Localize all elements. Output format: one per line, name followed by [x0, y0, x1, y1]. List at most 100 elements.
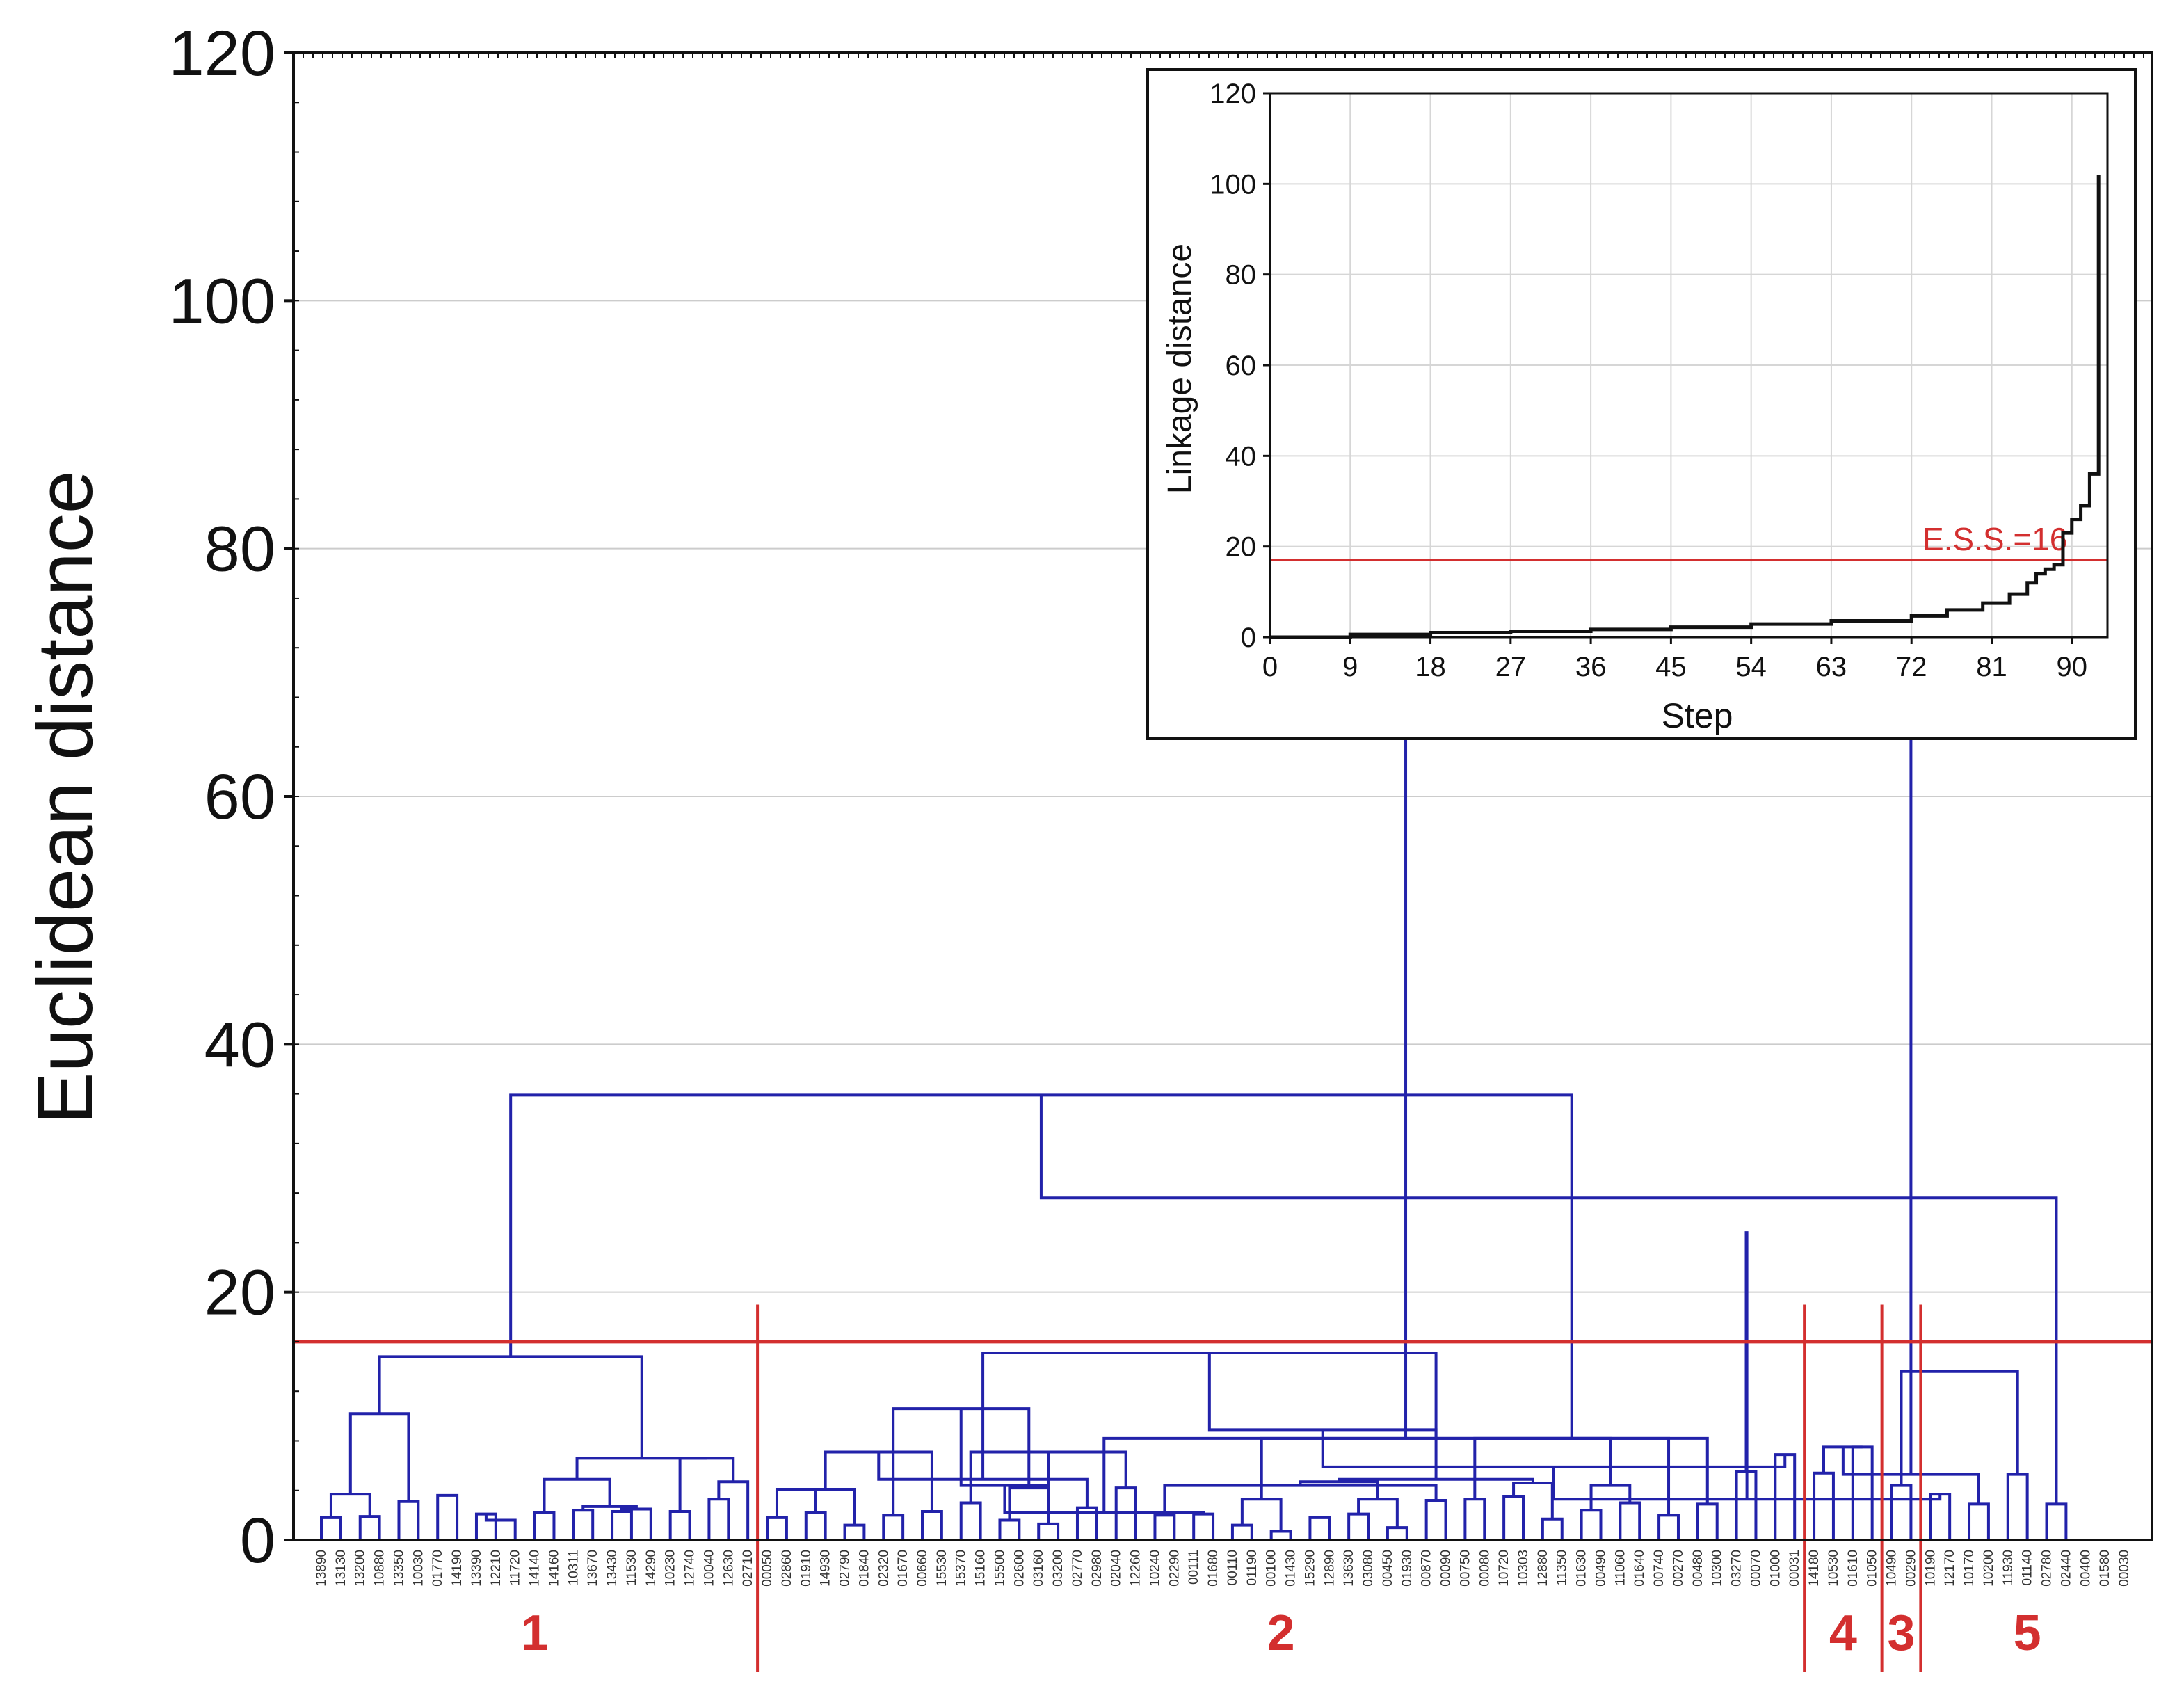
dendrogram-link — [620, 1507, 652, 1540]
dendrogram-link — [1900, 1370, 2019, 1486]
leaf-label: 01140 — [2021, 1550, 2035, 1585]
leaf-label: 02980 — [1090, 1550, 1105, 1587]
leaf-label: 10311 — [566, 1550, 581, 1585]
leaf-label: 10230 — [664, 1550, 678, 1587]
dendrogram-link — [1308, 1516, 1331, 1540]
inset-y-tick-label: 0 — [1241, 623, 1256, 653]
leaf-label: 00031 — [1788, 1550, 1802, 1587]
leaf-label: 00480 — [1691, 1550, 1705, 1587]
leaf-labels: 13890 13130 13200 10880 13350 10030 01770 14190… — [314, 1550, 2132, 1587]
leaf-label: 11350 — [1555, 1550, 1570, 1585]
y-tick-label: 120 — [169, 18, 276, 89]
leaf-label: 14290 — [644, 1550, 659, 1587]
leaf-label: 00270 — [1671, 1550, 1686, 1587]
leaf-label: 10300 — [1710, 1550, 1725, 1587]
leaf-label: 10240 — [1148, 1550, 1162, 1587]
leaf-label: 14180 — [1807, 1550, 1822, 1587]
leaf-label: 01580 — [2098, 1550, 2112, 1587]
dendrogram-link — [1153, 1514, 1176, 1540]
dendrogram-link — [484, 1514, 517, 1540]
leaf-label: 15160 — [974, 1550, 988, 1587]
leaf-label: 00110 — [1226, 1550, 1240, 1585]
leaf-label: 03270 — [1730, 1550, 1744, 1587]
leaf-label: 03200 — [1051, 1550, 1066, 1587]
leaf-label: 13670 — [586, 1550, 600, 1587]
leaf-label: 03080 — [1361, 1550, 1376, 1587]
ess-label: E.S.S.=16 — [1922, 521, 2067, 557]
leaf-label: 00080 — [1477, 1550, 1492, 1587]
inset-x-tick-label: 63 — [1816, 652, 1847, 682]
leaf-label: 15530 — [935, 1550, 949, 1587]
dendrogram-link — [1207, 1352, 1438, 1438]
leaf-label: 02770 — [1070, 1550, 1085, 1587]
dendrogram-link — [824, 1450, 933, 1512]
dendrogram-link — [707, 1498, 730, 1540]
leaf-label: 01670 — [896, 1550, 910, 1587]
leaf-label: 01640 — [1632, 1550, 1647, 1587]
linkage-distance-line — [1270, 175, 2101, 639]
leaf-label: 02790 — [838, 1550, 853, 1587]
inset-ticks: 0 9 18 27 36 45 54 63 72 81 90 0 20 40 60 80 100 120 — [1210, 79, 2087, 682]
leaf-label: 12890 — [1322, 1550, 1337, 1587]
dendrogram-link — [796, 1487, 856, 1525]
cluster-label: 2 — [1267, 1605, 1295, 1661]
leaf-label: 00870 — [1420, 1550, 1434, 1587]
dendrogram-link — [882, 1514, 905, 1540]
leaf-label: 11720 — [508, 1550, 523, 1585]
leaf-label: 02600 — [1012, 1550, 1027, 1587]
leaf-label: 10040 — [702, 1550, 716, 1587]
dendrogram-link — [1163, 1484, 1438, 1516]
inset-x-tick-label: 36 — [1575, 652, 1607, 682]
leaf-label: 01000 — [1768, 1550, 1783, 1587]
inset-x-tick-label: 72 — [1896, 652, 1927, 682]
dendrogram-link — [1240, 1498, 1283, 1532]
leaf-label: 13350 — [392, 1550, 406, 1587]
leaf-label: 12880 — [1536, 1550, 1550, 1587]
leaf-label: 01910 — [799, 1550, 814, 1587]
inset-y-tick-label: 80 — [1226, 260, 1257, 291]
leaf-label: 00660 — [915, 1550, 930, 1587]
dendrogram-link — [436, 1493, 459, 1540]
dendrogram-link — [1357, 1498, 1399, 1528]
leaf-label: 10170 — [1962, 1550, 1977, 1587]
dendrogram-link — [581, 1505, 638, 1511]
leaf-label: 13890 — [314, 1550, 329, 1587]
leaf-label: 15500 — [993, 1550, 1007, 1587]
leaf-label: 02440 — [2059, 1550, 2073, 1587]
dendrogram-link — [397, 1500, 420, 1540]
leaf-label: 01630 — [1575, 1550, 1589, 1587]
leaf-label: 03160 — [1031, 1550, 1046, 1587]
leaf-label: 11530 — [625, 1550, 639, 1585]
y-tick-label: 40 — [204, 1009, 275, 1080]
inset-x-axis-title: Step — [1662, 696, 1733, 735]
leaf-label: 10200 — [1982, 1550, 1996, 1587]
inset-frame — [1146, 68, 2137, 740]
y-tick-label: 20 — [204, 1258, 275, 1329]
leaf-label: 10490 — [1885, 1550, 1900, 1587]
leaf-label: 01840 — [857, 1550, 872, 1587]
leaf-label: 02860 — [780, 1550, 794, 1587]
inset-y-tick-label: 60 — [1226, 351, 1257, 381]
dendrogram-link — [474, 1512, 497, 1540]
leaf-label: 13430 — [605, 1550, 620, 1587]
leaf-label: 01190 — [1245, 1550, 1260, 1585]
inset-x-tick-label: 9 — [1342, 652, 1358, 682]
dendrogram-link — [1269, 1530, 1292, 1540]
dendrogram-link — [1890, 1484, 1913, 1540]
dendrogram-link — [1075, 1506, 1098, 1540]
dendrogram-link — [678, 1457, 735, 1512]
leaf-label: 14140 — [528, 1550, 543, 1587]
leaf-label: 10530 — [1826, 1550, 1841, 1587]
leaf-label: 10880 — [373, 1550, 387, 1587]
leaf-label: 00490 — [1593, 1550, 1608, 1587]
inset-x-tick-label: 81 — [1976, 652, 2007, 682]
leaf-label: 13200 — [353, 1550, 368, 1587]
leaf-label: 13130 — [334, 1550, 348, 1587]
leaf-label: 10190 — [1923, 1550, 1938, 1587]
leaf-label: 10303 — [1516, 1550, 1531, 1587]
leaf-label: 02290 — [1167, 1550, 1182, 1587]
dendrogram-link — [1463, 1498, 1486, 1540]
leaf-label: 01770 — [431, 1550, 445, 1587]
